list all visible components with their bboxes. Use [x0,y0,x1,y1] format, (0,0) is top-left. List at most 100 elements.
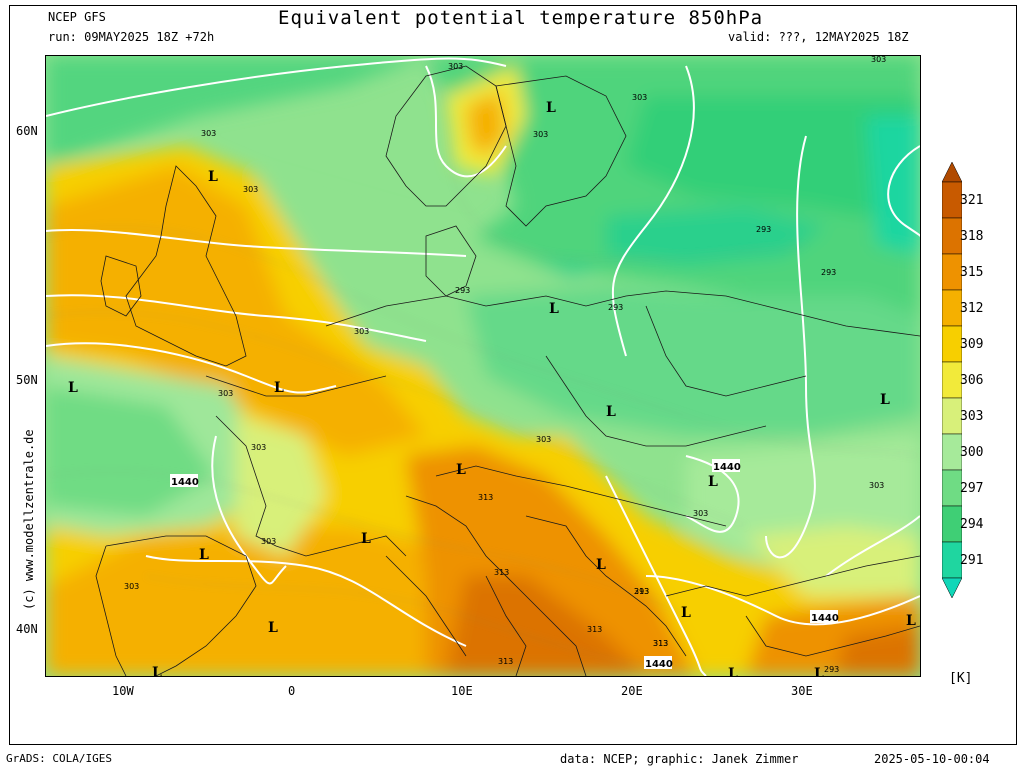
colorbar-step [941,505,963,543]
lat-label-50n: 50N [16,373,38,387]
contour-label: 313 [478,493,493,502]
colorbar-label: 321 [960,193,984,208]
low-marker: L [208,169,218,185]
geopotential-label: 1440 [811,613,839,624]
contour-label: 303 [536,435,551,444]
low-marker: L [728,666,738,676]
contour-label: 313 [587,625,602,634]
contour-label: 293 [608,303,623,312]
colorbar-label: 303 [960,409,984,424]
colorbar-step [941,181,963,219]
colorbar-label: 306 [960,373,984,388]
contour-label: 293 [455,286,470,295]
colorbar-step [941,217,963,255]
contour-label: 303 [632,93,647,102]
low-marker: L [68,380,78,396]
colorbar-bottom-arrow [941,577,963,599]
low-pressure-markers: L L L L L L L L L L L L L L L L L L [68,100,916,676]
colorbar-label: 297 [960,481,984,496]
contour-label: 313 [634,587,649,596]
contour-label: 303 [251,443,266,452]
contour-lines [46,57,920,676]
colorbar-label: 291 [960,553,984,568]
contour-label: 313 [653,639,668,648]
contour-label: 303 [354,327,369,336]
contour-label: 313 [653,639,668,648]
contour-label: 303 [218,389,233,398]
low-marker: L [274,380,284,396]
low-marker: L [708,474,718,490]
geopotential-label: 1440 [171,477,199,488]
thin-isolines [46,56,920,676]
run-info: run: 09MAY2025 18Z +72h [48,30,215,44]
contour-label: 303 [243,185,258,194]
low-marker: L [606,404,616,420]
theta-e-field: L L L L L L L L L L L L L L L L L L 303 … [46,56,920,676]
lat-label-60n: 60N [16,124,38,138]
contour-label: 303 [124,582,139,591]
geopotential-label: 1440 [645,659,673,670]
contour-label: 293 [824,665,839,674]
low-marker: L [456,462,466,478]
lon-label-20e: 20E [621,684,643,698]
low-marker: L [814,666,824,676]
colorbar-step [941,541,963,579]
contour-label: 303 [448,62,463,71]
colorbar-step [941,253,963,291]
colorbar-step [941,325,963,363]
colorbar-top-arrow [941,161,963,183]
colorbar-step [941,433,963,471]
low-marker: L [906,613,916,629]
geopotential-label: 1440 [713,462,741,473]
colorbar-label: 312 [960,301,984,316]
colorbar-label: 318 [960,229,984,244]
colorbar-label: 309 [960,337,984,352]
colorbar-step [941,397,963,435]
valid-time: valid: ???, 12MAY2025 18Z [728,30,909,44]
contour-label: 293 [634,587,649,596]
contour-label: 303 [261,537,276,546]
contour-label: 303 [201,129,216,138]
colorbar-steps [941,181,963,579]
footer-software: GrADS: COLA/IGES [6,752,112,765]
contour-label: 313 [494,568,509,577]
contour-label: 293 [821,268,836,277]
geopotential-labels: 1440 1440 1440 1440 [170,459,839,670]
colorbar-step [941,289,963,327]
contour-label: 303 [869,481,884,490]
colorbar [941,161,963,599]
low-marker: L [268,620,278,636]
lat-label-40n: 40N [16,622,38,636]
coastlines-borders [95,65,920,676]
map-title: Equivalent potential temperature 850hPa [278,7,764,29]
footer-credit: data: NCEP; graphic: Janek Zimmer [560,752,799,766]
model-name: NCEP GFS [48,10,106,24]
low-marker: L [549,301,559,317]
colorbar-step [941,361,963,399]
colorbar-label: 294 [960,517,984,532]
colorbar-step [941,469,963,507]
map-panel: L L L L L L L L L L L L L L L L L L 303 … [45,55,921,677]
low-marker: L [596,557,606,573]
lon-label-30e: 30E [791,684,813,698]
colorbar-label: 300 [960,445,984,460]
contour-labels: 303 303 303 303 303 303 303 303 303 303 … [124,56,886,674]
colorbar-label: 315 [960,265,984,280]
figure-frame [9,5,1017,745]
temperature-shading [46,56,920,676]
contour-label: 293 [756,225,771,234]
low-marker: L [880,392,890,408]
low-marker: L [681,605,691,621]
lon-label-0: 0 [288,684,296,698]
contour-label: 303 [693,509,708,518]
lon-label-10w: 10W [112,684,134,698]
contour-label: 313 [498,657,513,666]
watermark: (c) www.modellzentrale.de [22,429,36,610]
low-marker: L [361,531,371,547]
colorbar-svg [941,161,963,599]
low-marker: L [152,665,162,676]
low-marker: L [546,100,556,116]
low-marker: L [199,547,209,563]
contour-label: 303 [871,56,886,64]
footer-timestamp: 2025-05-10-00:04 [874,752,990,766]
